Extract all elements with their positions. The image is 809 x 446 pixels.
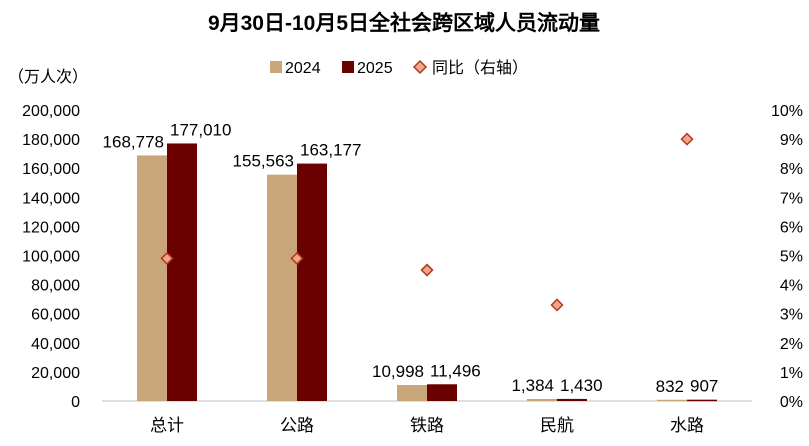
x-axis-categories: 总计 公路 铁路 民航 水路 [150, 416, 704, 435]
yoy-markers [160, 132, 694, 312]
bar-value-label: 10,998 [372, 362, 424, 381]
bar-value-label: 155,563 [233, 152, 294, 171]
y-tick-label: 120,000 [22, 219, 80, 236]
yoy-marker [160, 251, 174, 265]
y2-tick-label: 8% [780, 161, 803, 178]
yoy-marker [290, 251, 304, 265]
y-tick-label: 160,000 [22, 161, 80, 178]
bar-value-label: 177,010 [170, 120, 231, 139]
yoy-marker [420, 263, 434, 277]
bar [557, 398, 587, 401]
x-tick-label: 总计 [150, 416, 184, 435]
bar [137, 155, 167, 401]
y-tick-label: 0 [71, 394, 80, 411]
y-tick-label: 60,000 [31, 307, 80, 324]
y2-tick-label: 10% [771, 103, 803, 120]
chart-title: 9月30日-10月5日全社会跨区域人员流动量 [208, 11, 600, 35]
x-tick-label: 公路 [280, 416, 314, 435]
bar-value-label: 11,496 [430, 361, 481, 380]
bar [397, 384, 427, 401]
y-tick-label: 80,000 [31, 278, 80, 295]
y-tick-label: 40,000 [31, 336, 80, 353]
y2-tick-label: 3% [780, 307, 803, 324]
y2-tick-label: 6% [780, 219, 803, 236]
bar-value-label: 832 [656, 377, 684, 396]
legend-marker-yoy [412, 59, 428, 75]
bar-value-label: 1,384 [511, 376, 554, 395]
y2-tick-label: 9% [780, 132, 803, 149]
bar [167, 143, 197, 402]
legend-swatch-2024 [270, 61, 282, 73]
y2-tick-label: 2% [780, 336, 803, 353]
bar-value-label: 1,430 [560, 376, 603, 395]
bar-value-label: 163,177 [300, 141, 361, 160]
legend-label-yoy: 同比（右轴） [432, 59, 528, 77]
bar [267, 174, 297, 401]
y2-tick-label: 1% [780, 365, 803, 382]
y2-axis-ticks: 0% 1% 2% 3% 4% 5% 6% 7% 8% 9% 10% [771, 103, 803, 411]
y2-tick-label: 0% [780, 394, 803, 411]
y-axis-unit: （万人次） [8, 68, 88, 86]
y-tick-label: 200,000 [22, 103, 80, 120]
y2-tick-label: 5% [780, 249, 803, 266]
x-tick-label: 民航 [540, 416, 574, 435]
legend-label-2024: 2024 [285, 60, 321, 77]
y-axis-ticks: 0 20,000 40,000 60,000 80,000 100,000 120,000 1… [22, 103, 80, 411]
y2-tick-label: 7% [780, 190, 803, 207]
legend: 2024 2025 同比（右轴） [270, 59, 528, 77]
y-tick-label: 100,000 [22, 249, 80, 266]
bar [527, 398, 557, 401]
bar [687, 399, 717, 402]
bars [137, 143, 717, 402]
yoy-marker [680, 132, 694, 146]
y-tick-label: 140,000 [22, 190, 80, 207]
y2-tick-label: 4% [780, 278, 803, 295]
y-tick-label: 180,000 [22, 132, 80, 149]
bar-value-label: 168,778 [103, 132, 164, 151]
bar-value-label: 907 [690, 377, 718, 396]
x-tick-label: 水路 [670, 416, 704, 435]
y-tick-label: 20,000 [31, 365, 80, 382]
x-tick-label: 铁路 [410, 416, 444, 435]
bar [657, 399, 687, 402]
legend-label-2025: 2025 [357, 60, 393, 77]
yoy-marker [550, 298, 564, 312]
legend-swatch-2025 [342, 61, 354, 73]
bar [427, 384, 457, 401]
bar [297, 163, 327, 401]
